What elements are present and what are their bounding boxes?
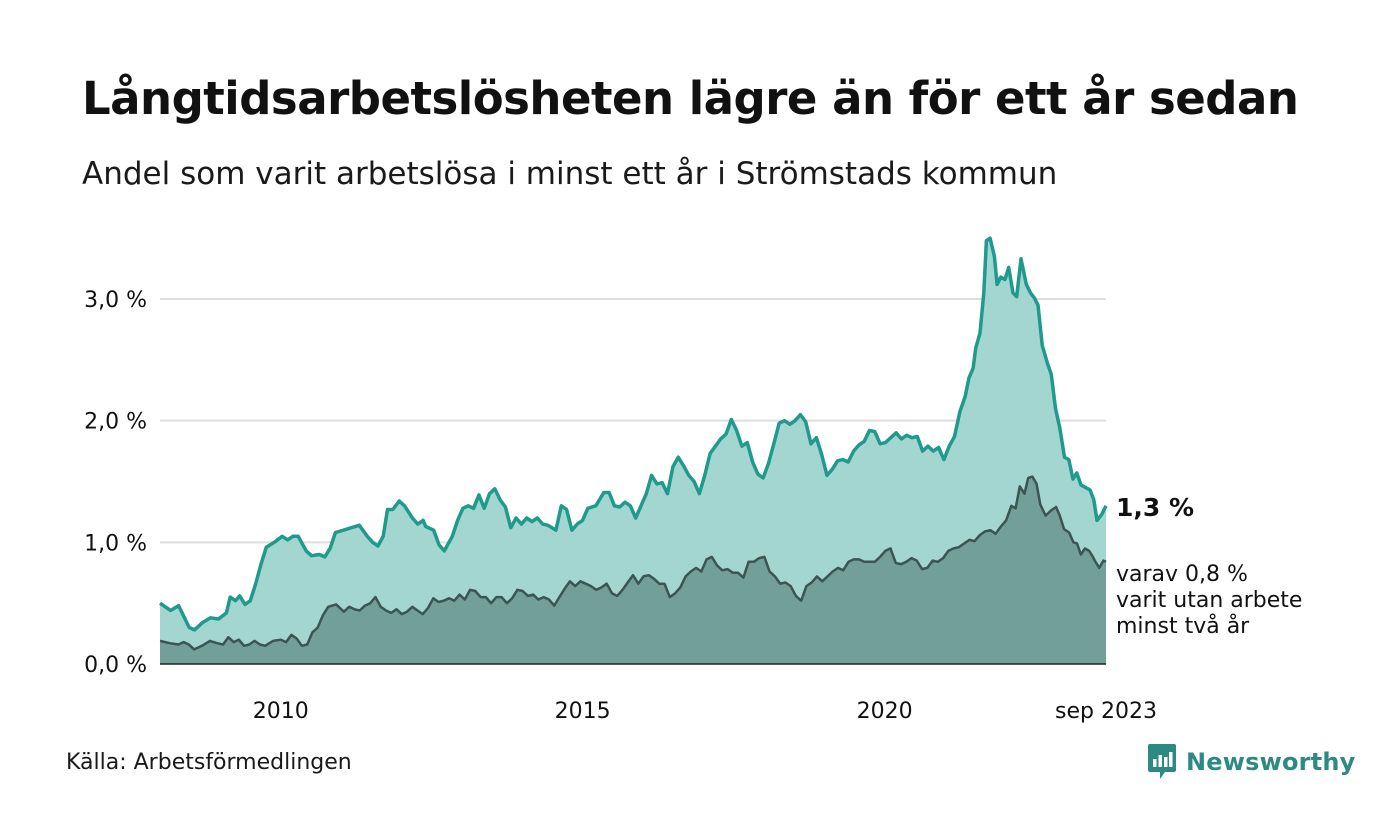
chart-subtitle: Andel som varit arbetslösa i minst ett å… bbox=[82, 156, 1058, 192]
y-tick-label-2: 2,0 % bbox=[84, 410, 147, 435]
x-tick-label-3: sep 2023 bbox=[1055, 699, 1157, 724]
x-tick-label-2: 2020 bbox=[857, 699, 913, 724]
line-long-term-unemployed bbox=[159, 475, 1107, 651]
end-label-total: 1,3 % bbox=[1116, 493, 1194, 522]
y-tick-label-3: 3,0 % bbox=[84, 288, 147, 313]
end-label-long-line-1: varav 0,8 % bbox=[1116, 562, 1248, 587]
newsworthy-logo-icon bbox=[1148, 744, 1176, 779]
area-total-unemployed bbox=[160, 238, 1106, 664]
x-axis-ticks: 2010 2015 2020 sep 2023 bbox=[253, 699, 1157, 724]
chart-title: Långtidsarbetslösheten lägre än för ett … bbox=[82, 72, 1299, 125]
line-total-unemployed bbox=[159, 236, 1108, 632]
brand-logo[interactable]: Newsworthy bbox=[1148, 744, 1356, 780]
end-label-long-line-2: varit utan arbete bbox=[1116, 588, 1302, 613]
x-tick-label-1: 2015 bbox=[555, 699, 611, 724]
end-label-long-line-3: minst två år bbox=[1116, 613, 1250, 639]
area-long-term-unemployed bbox=[160, 476, 1106, 664]
y-tick-label-0: 0,0 % bbox=[84, 653, 147, 678]
end-label-long-term: varav 0,8 % varit utan arbete minst två … bbox=[1116, 562, 1309, 639]
x-tick-label-0: 2010 bbox=[253, 699, 309, 724]
y-tick-label-1: 1,0 % bbox=[84, 531, 147, 556]
source-note: Källa: Arbetsförmedlingen bbox=[66, 750, 352, 775]
y-axis-ticks: 0,0 % 1,0 % 2,0 % 3,0 % bbox=[84, 288, 147, 678]
brand-name: Newsworthy bbox=[1186, 748, 1356, 776]
